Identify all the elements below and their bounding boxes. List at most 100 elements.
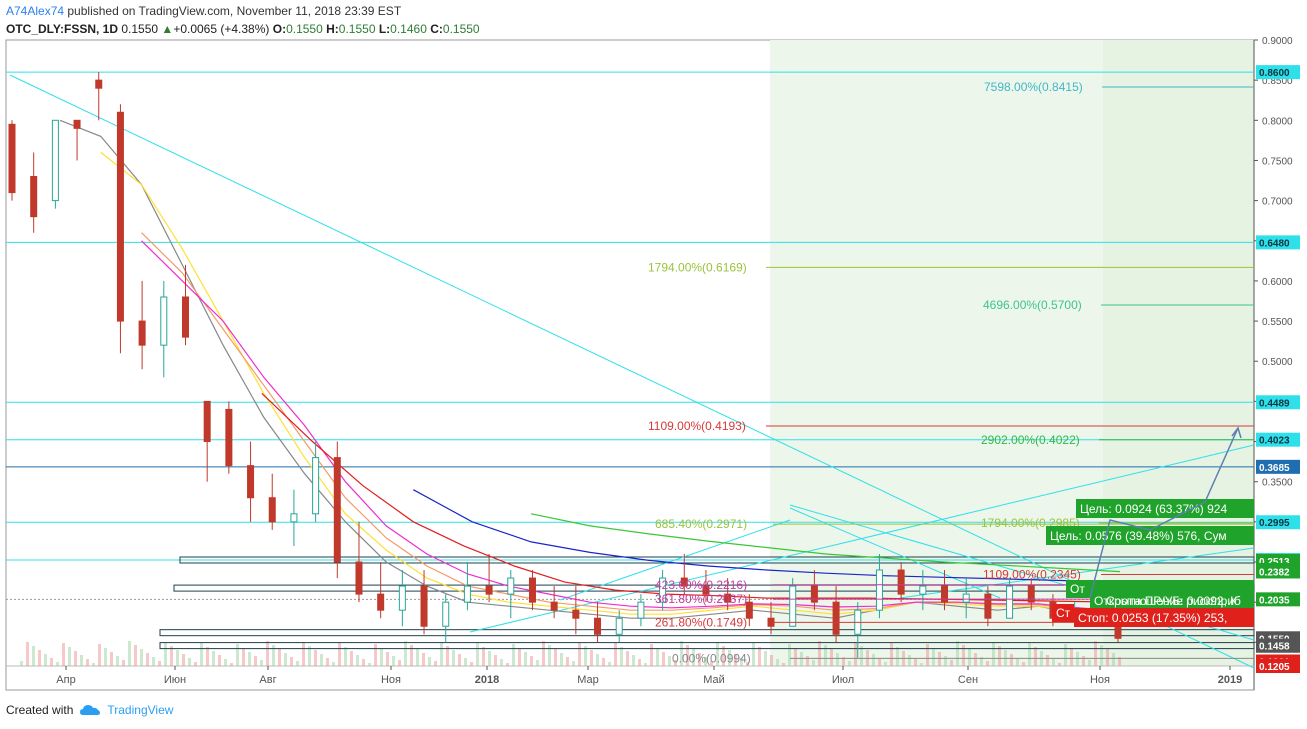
volume-bar [524, 652, 527, 666]
volume-bar [746, 662, 749, 666]
volume-bar [764, 651, 767, 666]
volume-bar [512, 644, 515, 666]
chart-header: A74Alex74 published on TradingView.com, … [6, 2, 480, 38]
time-tick-label: Мар [577, 674, 599, 686]
volume-bar [272, 645, 275, 666]
candle-body [659, 577, 667, 603]
volume-bar [878, 658, 881, 666]
volume-bar [470, 662, 473, 666]
volume-bar [98, 644, 101, 666]
tradingview-link[interactable]: TradingView [107, 703, 174, 717]
stop-short-label: Ст [1056, 606, 1071, 620]
price-badge-bg [1256, 638, 1300, 653]
volume-bar [200, 643, 203, 666]
volume-bar [362, 659, 365, 666]
volume-bar [914, 659, 917, 666]
fib-label: 0.00%(0.0994) [672, 651, 751, 665]
trade-boxes: Цель: 0.0924 (63.37%) 924 Цель: 0.0576 (3… [1046, 426, 1254, 627]
low-value: 0.1460 [390, 22, 427, 36]
volume-bar [122, 660, 125, 666]
price-badge-label: 0.4489 [1259, 398, 1290, 409]
risk-reward-label: Соотношение риск/приб [1106, 594, 1241, 608]
volume-bar [1016, 658, 1019, 666]
volume-bar [206, 647, 209, 666]
volume-bar [404, 641, 407, 666]
volume-bar [56, 662, 59, 666]
time-tick-label: Июн [164, 674, 186, 686]
volume-bar [926, 644, 929, 666]
volume-bar [92, 663, 95, 666]
volume-bar [716, 642, 719, 666]
candle-body [941, 585, 949, 603]
candle-body [962, 593, 970, 603]
target-1-label: Цель: 0.0924 (63.37%) 924 [1080, 502, 1227, 516]
candle-body [897, 569, 905, 595]
volume-bar [608, 662, 611, 666]
price-tick-label: 0.5500 [1262, 317, 1293, 328]
volume-bar [950, 660, 953, 666]
volume-bar [566, 657, 569, 666]
volume-bar [248, 652, 251, 666]
volume-bar [230, 663, 233, 666]
volume-bar [830, 649, 833, 666]
volume-bar [212, 651, 215, 666]
volume-bar [632, 655, 635, 666]
publish-info: published on TradingView.com, November 1… [64, 4, 402, 18]
volume-bar [842, 657, 845, 666]
volume-bar [140, 649, 143, 666]
price-badge-bg [1256, 592, 1300, 607]
volume-bar [806, 656, 809, 666]
candle-body [398, 585, 406, 611]
moving-average-line [530, 513, 1121, 573]
volume-bar [1100, 645, 1103, 666]
price-chart[interactable]: 7598.00%(0.8415) 1794.00%(0.6169) 4696.00%… [0, 0, 1307, 700]
volume-bar [788, 644, 791, 666]
fib-label: 1794.00%(0.6169) [648, 260, 747, 274]
candle-body [160, 296, 168, 346]
volume-bar [1088, 660, 1091, 666]
volume-bar [800, 652, 803, 666]
open-position-label-bg [1090, 580, 1254, 610]
volume-bar [734, 654, 737, 666]
volume-bar [572, 661, 575, 666]
price-badge-label: 0.4023 [1259, 436, 1290, 447]
trend-line [899, 547, 1255, 599]
level-box [159, 629, 1255, 637]
volume-bar [1046, 655, 1049, 666]
volume-bar [344, 647, 347, 666]
moving-average-line [100, 151, 1121, 617]
fib-labels: 7598.00%(0.8415) 1794.00%(0.6169) 4696.00%… [648, 80, 1254, 665]
volume-bar [590, 650, 593, 666]
volume-bar [758, 647, 761, 666]
last-price: 0.1550 [121, 22, 159, 36]
volume-bar [128, 641, 131, 666]
volume-bar [518, 648, 521, 666]
volume-bar [170, 646, 173, 666]
moving-average-line [261, 392, 1121, 603]
fib-label: 261.80%(0.1749) [655, 615, 747, 629]
volume-bar [530, 656, 533, 666]
price-tick-label: 0.5000 [1262, 357, 1293, 368]
candle-body [225, 408, 233, 467]
author-name[interactable]: A74Alex74 [6, 4, 65, 18]
candle-body [528, 577, 536, 603]
price-badge-bg [1256, 459, 1300, 474]
volume-bar [188, 658, 191, 666]
volume-bar [32, 646, 35, 666]
candle-body [355, 561, 363, 595]
projection-arrow-icon [1231, 426, 1242, 439]
volume-bar [80, 655, 83, 666]
up-triangle-icon: ▲ [161, 22, 174, 36]
volume-bar [932, 648, 935, 666]
volume-bar [776, 659, 779, 666]
volume-bar [350, 651, 353, 666]
volume-bar [710, 661, 713, 666]
moving-average-line [413, 489, 1121, 583]
price-badge-label: 0.8600 [1259, 68, 1290, 79]
candle-body [1006, 585, 1014, 619]
price-tick-label: 0.9000 [1262, 36, 1293, 47]
volume-bar [218, 655, 221, 666]
price-badge-bg [1256, 395, 1300, 410]
volume-bar [308, 646, 311, 666]
fib-label: 7598.00%(0.8415) [984, 80, 1083, 94]
